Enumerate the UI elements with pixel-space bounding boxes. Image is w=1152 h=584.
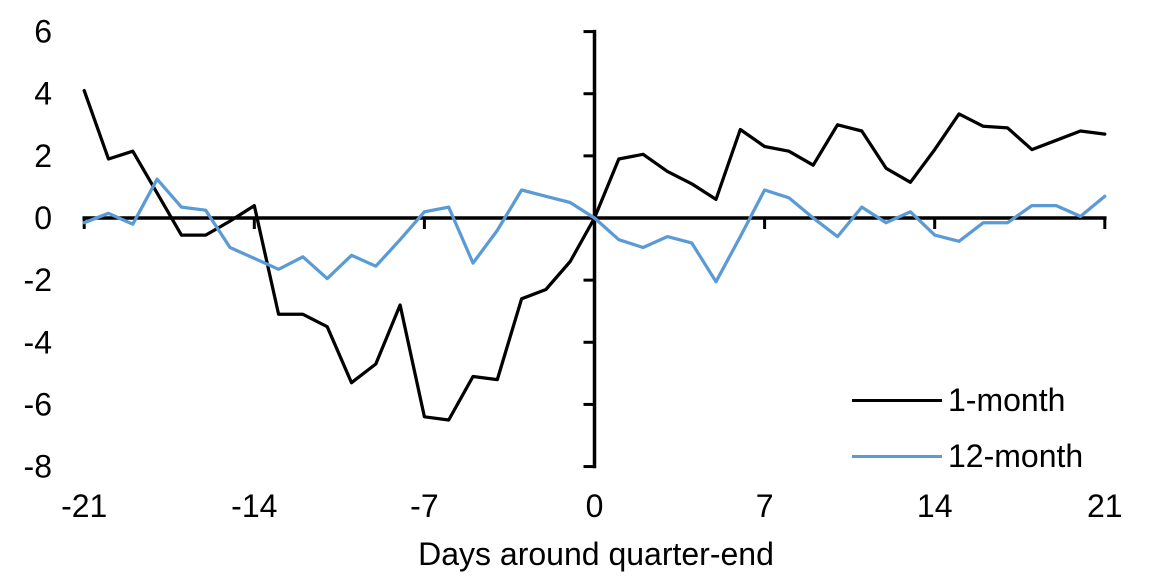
x-tick-label: -7 <box>410 488 438 524</box>
legend-item-1-month: 1-month <box>852 381 1066 418</box>
y-tick-label: -8 <box>24 449 52 485</box>
x-tick-label: -21 <box>61 488 107 524</box>
y-tick-label: -4 <box>24 324 52 360</box>
legend-label-1-month: 1-month <box>948 381 1066 418</box>
legend-line-sample-12-month <box>852 454 942 458</box>
y-tick-label: -6 <box>24 386 52 422</box>
x-tick-label: -14 <box>231 488 277 524</box>
x-tick-label: 21 <box>1087 488 1123 524</box>
y-tick-label: 2 <box>34 138 52 174</box>
y-tick-label: 6 <box>34 14 52 50</box>
x-tick-label: 0 <box>586 488 604 524</box>
legend-label-12-month: 12-month <box>948 437 1084 474</box>
x-axis-title: Days around quarter-end <box>418 536 774 572</box>
legend-item-12-month: 12-month <box>852 437 1084 474</box>
y-tick-label: 4 <box>34 76 52 112</box>
y-tick-label: -2 <box>24 262 52 298</box>
y-tick-label: 0 <box>34 200 52 236</box>
x-tick-label: 14 <box>917 488 953 524</box>
legend-line-sample-1-month <box>852 398 942 402</box>
series-line-12-month <box>82 177 1107 284</box>
x-tick-label: 7 <box>756 488 774 524</box>
